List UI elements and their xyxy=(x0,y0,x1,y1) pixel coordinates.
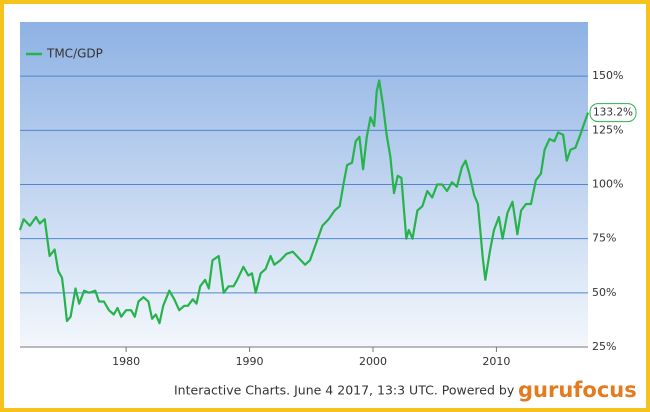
value-label: 133.2% xyxy=(593,107,633,119)
x-tick-label: 1990 xyxy=(236,355,264,368)
x-tick-label: 1980 xyxy=(112,355,140,368)
y-tick-label: 150% xyxy=(592,69,623,82)
y-tick-label: 50% xyxy=(592,286,616,299)
x-tick-label: 2000 xyxy=(359,355,387,368)
footer-text: Interactive Charts. June 4 2017, 13:3 UT… xyxy=(174,383,515,398)
value-label-box xyxy=(589,103,637,123)
y-tick-label: 125% xyxy=(592,123,623,136)
x-tick-label: 2010 xyxy=(482,355,510,368)
y-tick-label: 25% xyxy=(592,340,616,353)
data-line xyxy=(18,79,590,325)
y-tick-label: 75% xyxy=(592,232,616,245)
brand[interactable]: gurufocus xyxy=(518,378,637,402)
y-tick-label: 100% xyxy=(592,178,623,191)
legend-label: TMC/GDP xyxy=(46,47,103,61)
